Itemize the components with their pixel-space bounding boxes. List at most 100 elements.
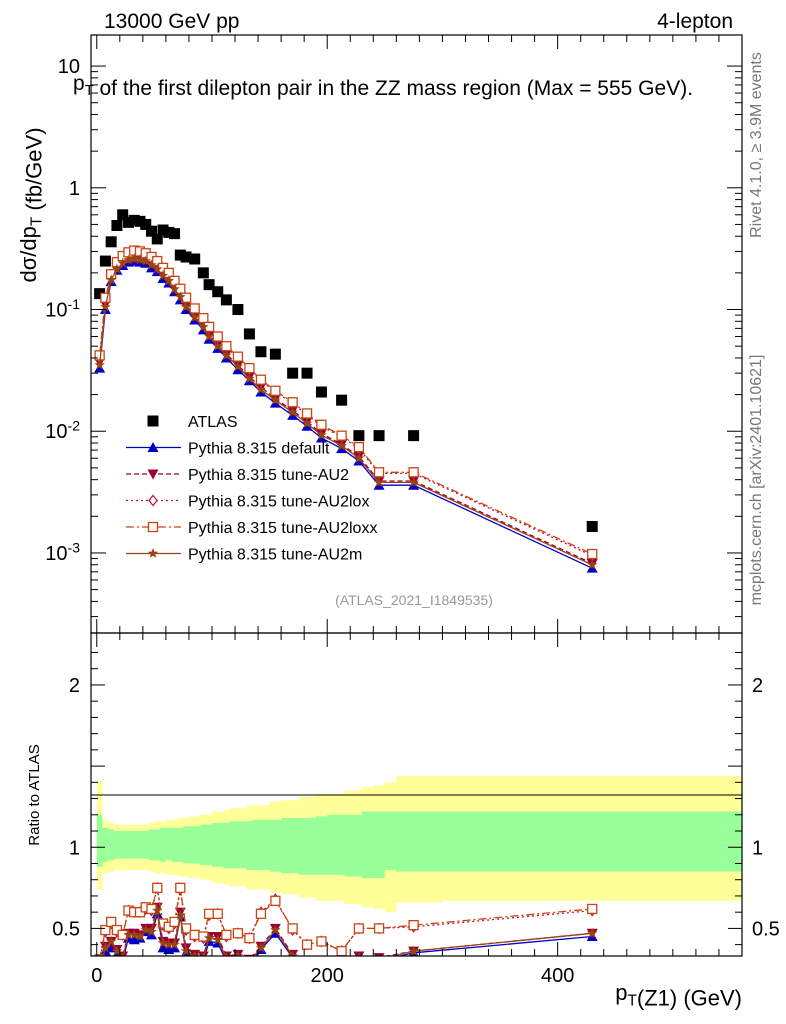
data-point-atlas — [269, 348, 281, 360]
legend-label-au2m: Pythia 8.315 tune-AU2m — [188, 547, 362, 564]
y-tick-label: 10-3 — [45, 539, 80, 565]
data-point-au2loxx — [212, 331, 223, 342]
data-point-au2m — [140, 255, 151, 266]
data-point-au2loxx — [316, 419, 327, 430]
ratio-point-au2m — [157, 937, 169, 948]
data-point-atlas — [197, 267, 209, 279]
data-point-au2m — [111, 263, 123, 274]
ratio-point-au2m — [203, 932, 215, 943]
data-point-au2m — [134, 254, 146, 265]
data-point-au2loxx — [301, 408, 313, 419]
data-point-atlas — [243, 328, 255, 340]
data-point-atlas — [301, 367, 313, 379]
legend-marker-default — [147, 442, 159, 452]
data-point-atlas — [174, 249, 186, 261]
data-point-au2m — [117, 257, 128, 268]
legend-label-au2loxx: Pythia 8.315 tune-AU2loxx — [188, 520, 377, 537]
ratio-point-au2loxx — [373, 923, 385, 934]
ratio-y-tick-label: 1 — [69, 837, 80, 859]
ratio-point-au2loxx — [336, 945, 347, 956]
ratio-point-au2loxx — [301, 939, 313, 950]
ratio-point-au2loxx — [189, 929, 200, 941]
x-axis-label: pT(Z1) (GeV) — [615, 980, 742, 1010]
ratio-point-default — [358, 955, 360, 956]
data-point-atlas — [169, 228, 181, 240]
ratio-point-default — [202, 955, 204, 956]
data-point-au2loxx — [353, 442, 365, 453]
ratio-point-au2m — [152, 905, 163, 915]
data-point-au2m — [157, 270, 169, 280]
y-axis-label-main: dσ/dpT (fb/GeV) — [16, 127, 46, 282]
ratio-point-au2loxx — [100, 924, 111, 936]
data-point-atlas — [220, 294, 232, 306]
axis-ticks — [91, 35, 742, 956]
x-tick-label: 0 — [91, 965, 102, 987]
data-point-au2m — [244, 373, 255, 384]
x-tick-label: 400 — [541, 965, 574, 987]
ratio-panel-frame — [90, 632, 743, 957]
data-point-atlas — [353, 430, 365, 442]
ratio-point-au2loxx — [106, 916, 117, 928]
data-point-au2loxx — [336, 430, 347, 441]
rivet-version-text: Rivet 4.1.0, ≥ 3.9M events — [748, 52, 765, 238]
data-point-atlas — [163, 226, 175, 238]
data-point-au2m — [180, 301, 192, 312]
ratio-point-au2m — [129, 929, 140, 940]
ratio-point-au2loxx — [212, 908, 223, 919]
data-point-au2m — [255, 384, 267, 394]
ratio-point-au2m — [180, 945, 192, 956]
y-tick-label: 10-2 — [45, 418, 80, 444]
ratio-point-au2m — [408, 945, 419, 956]
series-line-au2 — [98, 257, 593, 564]
plot-title: pT of the first dilepton pair in the ZZ … — [73, 72, 693, 100]
data-point-au2m — [152, 263, 163, 274]
ratio-point-au2m — [287, 950, 298, 956]
ratio-point-au2loxx — [244, 932, 255, 944]
main-panel-series — [94, 209, 598, 573]
ratio-point-au2m — [134, 931, 146, 941]
ratio-point-au2m — [189, 950, 200, 956]
ratio-point-au2loxx — [255, 908, 267, 919]
data-point-au2loxx — [232, 351, 244, 362]
data-point-atlas — [117, 209, 129, 221]
main-panel-frame — [90, 34, 743, 634]
data-point-atlas — [111, 220, 123, 232]
ratio-point-au2m — [100, 942, 111, 953]
ratio-point-au2m — [221, 952, 232, 956]
ratio-point-au2m — [105, 935, 117, 946]
ratio-point-default — [122, 955, 124, 956]
ratio-point-default — [226, 955, 227, 956]
header-energy: 13000 GeV pp — [104, 10, 239, 33]
data-point-atlas — [157, 224, 169, 236]
data-point-au2loxx — [408, 467, 419, 478]
ratio-panel-series — [94, 881, 598, 956]
data-point-au2loxx — [189, 303, 200, 314]
data-point-au2m — [353, 452, 365, 463]
x-tick-label: 200 — [311, 965, 344, 987]
ratio-point-au2loxx — [232, 928, 244, 939]
ratio-point-au2m — [163, 939, 174, 950]
ratio-point-au2m — [117, 952, 128, 956]
ratio-y-tick-label-right: 2 — [752, 675, 763, 697]
data-point-au2m — [408, 476, 419, 487]
data-point-au2m — [94, 359, 105, 370]
data-point-atlas — [189, 253, 201, 265]
data-point-atlas — [255, 346, 267, 358]
data-point-au2m — [175, 291, 186, 302]
data-point-atlas — [128, 214, 140, 226]
legend-label-au2lox: Pythia 8.315 tune-AU2lox — [188, 494, 369, 511]
data-point-au2loxx — [255, 374, 267, 385]
data-point-au2loxx — [287, 397, 298, 408]
data-point-atlas — [151, 233, 163, 245]
ratio-band-inner — [96, 811, 742, 879]
ratio-point-au2loxx — [94, 954, 105, 956]
data-point-au2m — [203, 331, 215, 341]
data-point-au2loxx — [244, 362, 255, 374]
y-axis-label-ratio: Ratio to ATLAS — [26, 744, 43, 845]
header-channel: 4-lepton — [657, 10, 733, 33]
data-point-au2m — [129, 253, 140, 264]
data-point-atlas — [586, 520, 598, 532]
data-point-atlas — [140, 218, 152, 230]
data-point-atlas — [105, 236, 117, 248]
